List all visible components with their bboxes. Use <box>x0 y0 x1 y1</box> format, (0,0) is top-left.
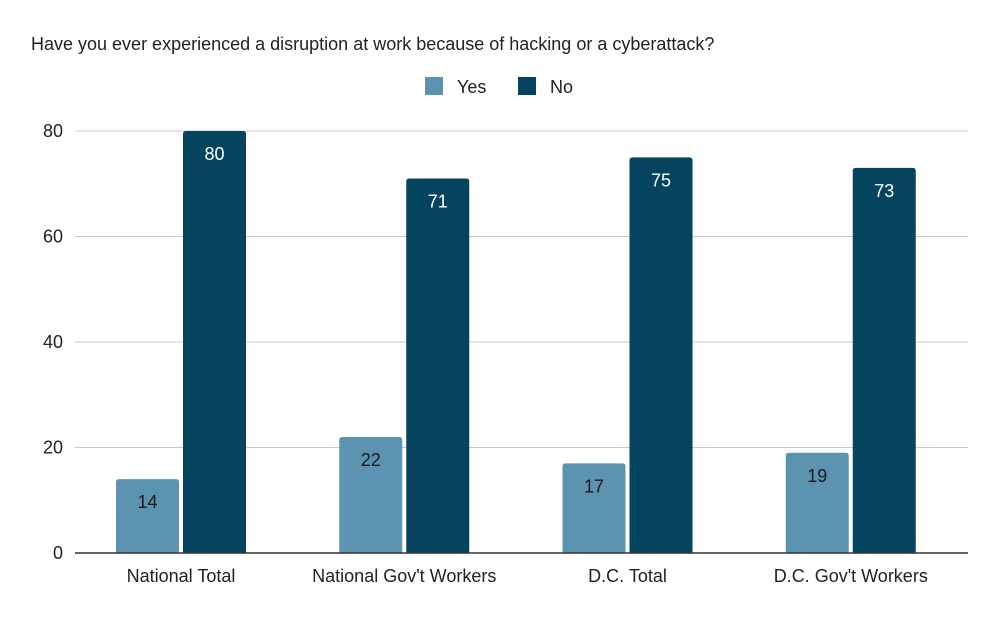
x-tick-label: National Total <box>127 566 236 586</box>
data-label: 75 <box>651 170 671 190</box>
data-labels: 14 80 22 71 17 75 19 73 <box>137 144 894 512</box>
legend-label-yes: Yes <box>457 77 486 97</box>
bar-yes-0 <box>116 479 179 553</box>
data-label: 17 <box>584 476 604 496</box>
bar-no-3 <box>852 167 916 554</box>
x-tick-label: D.C. Gov't Workers <box>774 566 928 586</box>
bar-yes-2 <box>562 463 626 553</box>
y-tick-label: 40 <box>43 332 63 352</box>
bar-no-0 <box>183 131 246 553</box>
bars <box>116 131 916 554</box>
data-label: 71 <box>428 191 448 211</box>
data-label: 14 <box>137 492 157 512</box>
bar-no-1 <box>406 178 470 553</box>
x-axis-labels: National Total National Gov't Workers D.C.… <box>127 566 928 586</box>
data-label: 80 <box>204 144 224 164</box>
y-axis-ticks: 0 20 40 60 80 <box>43 121 63 563</box>
y-tick-label: 80 <box>43 121 63 141</box>
bar-yes-3 <box>785 452 849 553</box>
y-tick-label: 60 <box>43 227 63 247</box>
bar-no-2 <box>629 157 693 553</box>
x-tick-label: D.C. Total <box>588 566 667 586</box>
legend-label-no: No <box>550 77 573 97</box>
x-tick-label: National Gov't Workers <box>312 566 496 586</box>
legend: Yes No <box>425 77 573 97</box>
data-label: 22 <box>361 450 381 470</box>
data-label: 73 <box>874 181 894 201</box>
y-tick-label: 0 <box>53 543 63 563</box>
data-label: 19 <box>807 466 827 486</box>
chart-title: Have you ever experienced a disruption a… <box>31 34 714 54</box>
y-tick-label: 20 <box>43 438 63 458</box>
bar-yes-1 <box>339 436 403 553</box>
legend-swatch-no <box>518 77 536 95</box>
legend-swatch-yes <box>425 77 443 95</box>
